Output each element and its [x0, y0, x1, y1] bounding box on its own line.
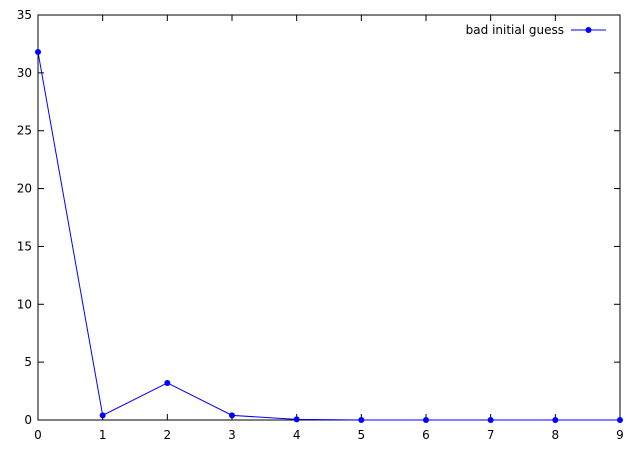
series-line — [37, 51, 620, 421]
data-point — [229, 412, 235, 419]
x-tick-label: 6 — [422, 428, 430, 442]
legend-label: bad initial guess — [466, 23, 564, 37]
x-tick-label: 0 — [34, 428, 42, 442]
x-tick-label: 8 — [552, 428, 560, 442]
data-point — [487, 417, 494, 423]
data-point — [552, 417, 559, 423]
y-tick-label: 25 — [17, 124, 32, 138]
data-point — [99, 412, 106, 419]
data-point — [293, 416, 300, 423]
x-tick-label: 2 — [164, 428, 172, 442]
y-tick-label: 20 — [17, 182, 32, 196]
data-point — [617, 417, 623, 423]
y-tick-label: 5 — [24, 355, 32, 369]
data-point — [35, 49, 41, 56]
y-tick-label: 30 — [17, 66, 32, 80]
data-point — [164, 379, 171, 386]
series-layer — [35, 49, 623, 423]
data-point — [358, 417, 365, 423]
y-tick-label: 35 — [17, 8, 32, 22]
x-tick-label: 7 — [487, 428, 495, 442]
data-point — [423, 417, 429, 423]
y-tick-label: 10 — [17, 297, 32, 311]
axes: 0 1 2 3 4 5 6 7 8 9 0 5 10 15 20 25 30 35 — [17, 8, 624, 442]
y-tick-label: 15 — [17, 239, 32, 253]
legend-marker — [585, 27, 592, 33]
x-tick-label: 4 — [293, 428, 301, 442]
x-tick-label: 3 — [228, 428, 236, 442]
x-tick-label: 9 — [616, 428, 624, 442]
x-tick-label: 1 — [99, 428, 107, 442]
plot-frame — [37, 14, 621, 421]
legend: bad initial guess — [466, 23, 606, 37]
y-tick-label: 0 — [24, 413, 32, 427]
x-tick-label: 5 — [358, 428, 366, 442]
